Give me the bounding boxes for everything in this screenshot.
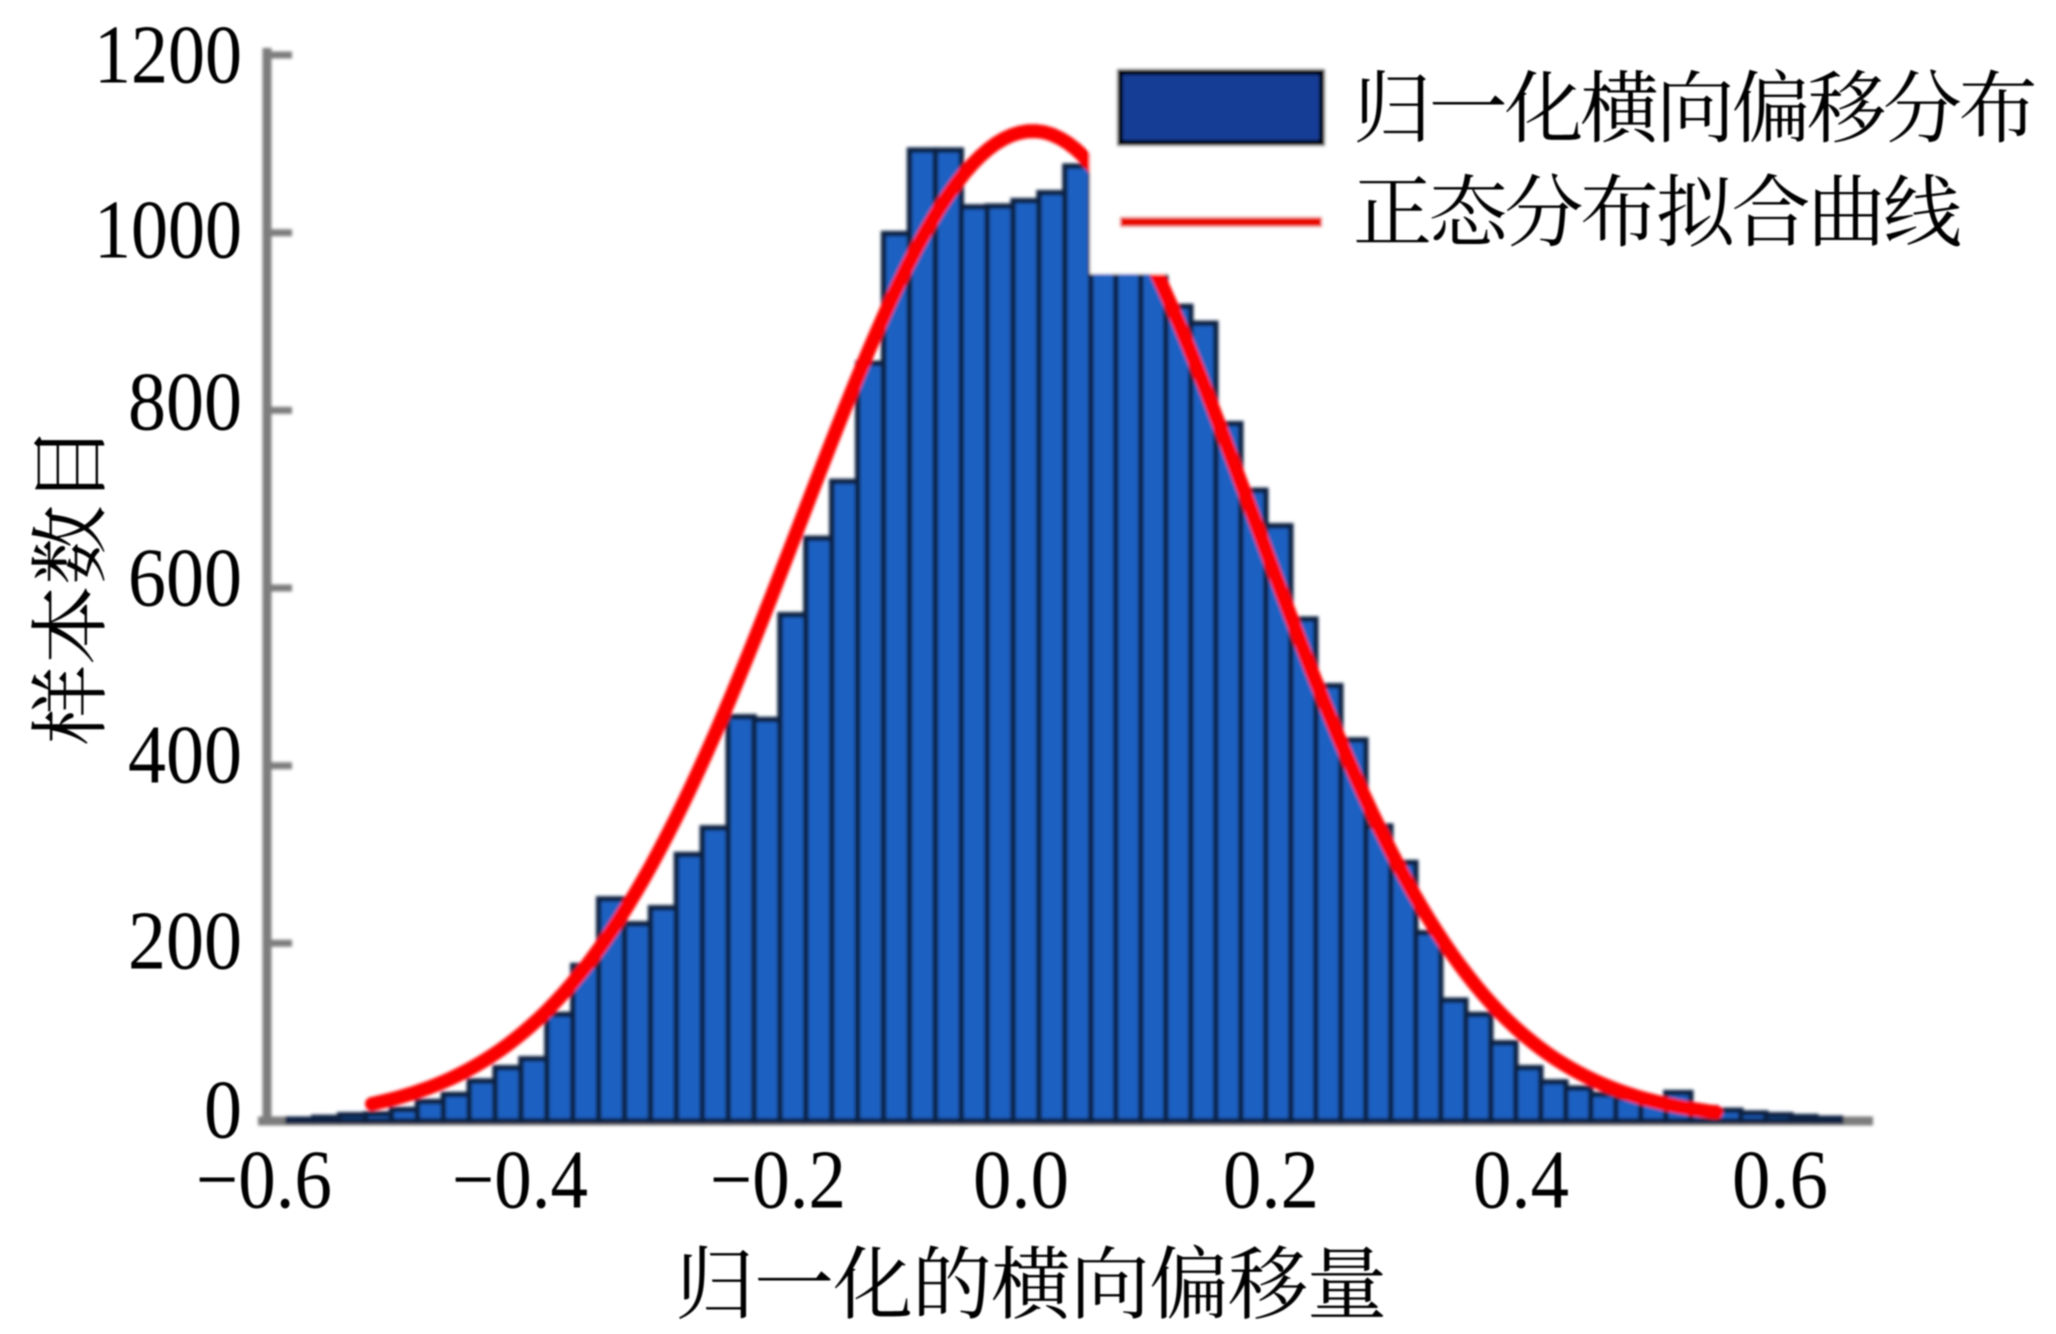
svg-text:1000: 1000	[94, 184, 242, 277]
svg-text:1200: 1200	[94, 9, 242, 102]
svg-text:0: 0	[204, 1064, 242, 1157]
svg-text:−0.4: −0.4	[452, 1134, 588, 1227]
svg-text:200: 200	[128, 895, 242, 988]
svg-text:600: 600	[128, 532, 242, 625]
svg-text:0.0: 0.0	[973, 1134, 1069, 1227]
svg-text:0.6: 0.6	[1732, 1134, 1828, 1227]
svg-text:−0.2: −0.2	[710, 1134, 846, 1227]
svg-text:0.4: 0.4	[1473, 1134, 1569, 1227]
svg-text:800: 800	[128, 356, 242, 449]
svg-text:−0.6: −0.6	[196, 1134, 332, 1227]
svg-text:400: 400	[128, 709, 242, 802]
svg-text:0.2: 0.2	[1223, 1134, 1319, 1227]
